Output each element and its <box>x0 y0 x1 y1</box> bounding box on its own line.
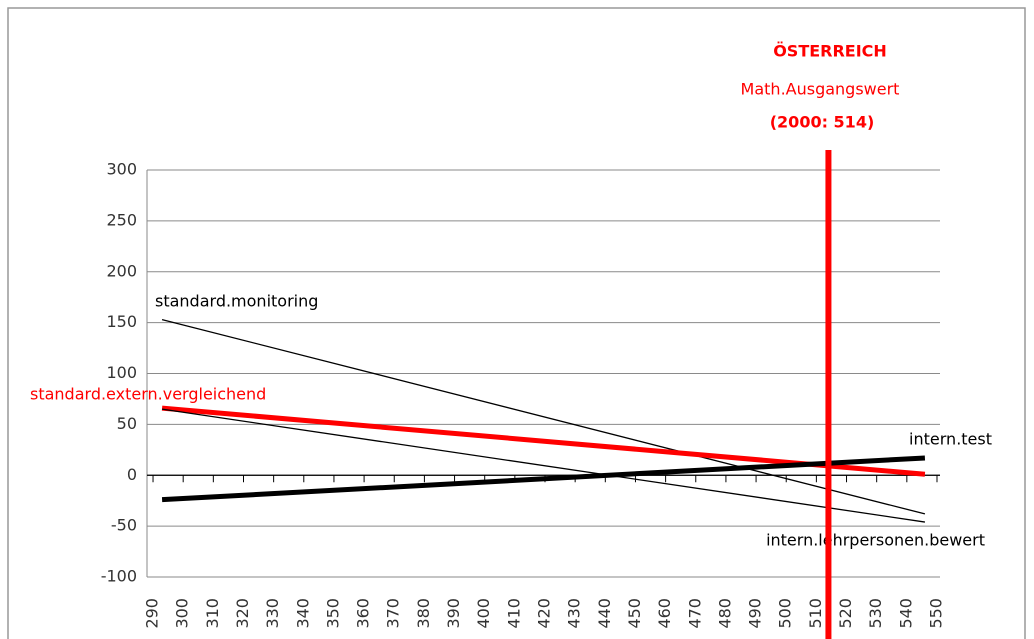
x-tick-label: 330 <box>263 598 282 629</box>
x-tick-label: 370 <box>384 598 403 629</box>
x-tick-label: 430 <box>565 598 584 629</box>
annotation: (2000: 514) <box>770 113 875 132</box>
x-tick-label: 510 <box>806 598 825 629</box>
x-tick-label: 390 <box>444 598 463 629</box>
series-label: standard.monitoring <box>155 292 318 311</box>
x-tick-label: 440 <box>595 598 614 629</box>
annotation-title: ÖSTERREICH <box>773 42 887 61</box>
annotation: Math.Ausgangswert <box>741 80 900 99</box>
x-tick-label: 500 <box>776 598 795 629</box>
series-line <box>161 318 926 515</box>
x-tick-label: 340 <box>293 598 312 629</box>
x-tick-label: 450 <box>625 598 644 629</box>
x-tick-label: 320 <box>233 598 252 629</box>
y-tick-label: 200 <box>106 261 137 280</box>
y-tick-label: 300 <box>106 160 137 179</box>
x-tick-label: 480 <box>715 598 734 629</box>
x-tick-label: 460 <box>655 598 674 629</box>
x-tick-label: 410 <box>504 598 523 629</box>
series-label: intern.lehrpersonen.bewert <box>766 531 985 550</box>
x-tick-label: 400 <box>474 598 493 629</box>
x-tick-label: 310 <box>203 598 222 629</box>
chart-frame <box>7 7 1026 639</box>
series-line <box>161 455 926 503</box>
x-tick-label: 360 <box>354 598 373 629</box>
y-tick-label: -100 <box>101 567 137 586</box>
y-tick-label: -50 <box>111 516 137 535</box>
x-tick-label: 530 <box>866 598 885 629</box>
series-label: standard.extern.vergleichend <box>30 385 266 404</box>
y-tick-label: 50 <box>117 414 137 433</box>
x-tick-label: 470 <box>685 598 704 629</box>
series-line <box>161 408 926 523</box>
y-tick-label: 250 <box>106 210 137 229</box>
y-tick-label: 150 <box>106 312 137 331</box>
x-tick-label: 520 <box>836 598 855 629</box>
x-tick-label: 290 <box>143 598 162 629</box>
y-tick-label: 100 <box>106 363 137 382</box>
x-tick-label: 540 <box>896 598 915 629</box>
series-label: intern.test <box>909 430 992 449</box>
x-tick-label: 420 <box>535 598 554 629</box>
x-tick-label: 380 <box>414 598 433 629</box>
y-tick-label: 0 <box>127 465 137 484</box>
x-tick-label: 490 <box>746 598 765 629</box>
x-tick-label: 550 <box>926 598 945 629</box>
x-tick-label: 350 <box>323 598 342 629</box>
x-tick-label: 300 <box>173 598 192 629</box>
